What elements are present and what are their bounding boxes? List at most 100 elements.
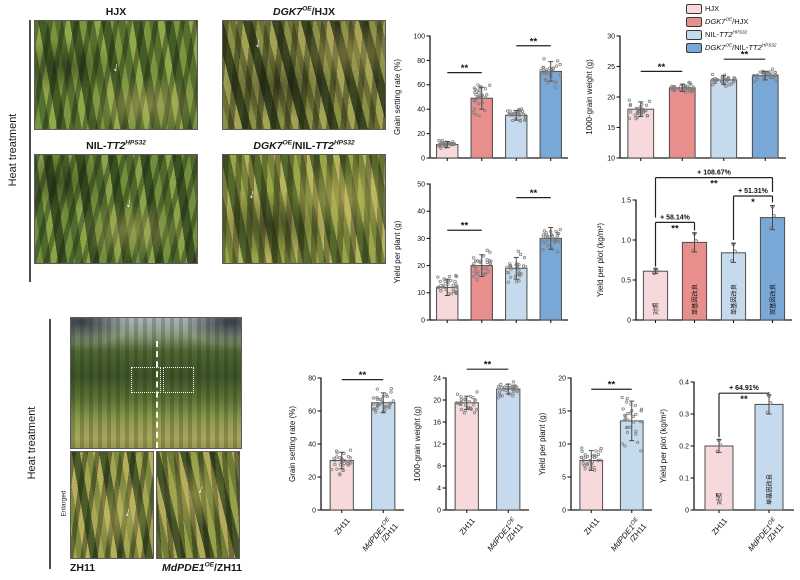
legend-item-1: DGK7OE/HJX: [686, 15, 800, 28]
arrow-down-icon: ↓: [254, 34, 263, 51]
svg-text:20: 20: [607, 94, 615, 101]
arrow-down-icon: ↓: [111, 58, 121, 75]
svg-text:20: 20: [308, 474, 316, 481]
svg-text:1000-grain weight (g): 1000-grain weight (g): [413, 406, 422, 482]
svg-text:1000-grain weight (g): 1000-grain weight (g): [585, 59, 594, 135]
svg-text:10: 10: [417, 290, 425, 297]
photo-cell-hjx: HJX ↓: [34, 4, 198, 130]
svg-text:ZH11: ZH11: [710, 516, 729, 537]
svg-text:+ 108.67%: + 108.67%: [697, 170, 731, 177]
svg-text:1.0: 1.0: [621, 237, 631, 244]
svg-text:*: *: [751, 197, 755, 208]
svg-text:0: 0: [562, 507, 566, 514]
svg-text:0.2: 0.2: [679, 443, 689, 450]
svg-text:**: **: [530, 188, 538, 199]
svg-text:双基因改良: 双基因改良: [769, 284, 777, 315]
svg-text:0: 0: [685, 507, 689, 514]
panel-heat-treatment-dgk7: Heat treatment HJX ↓ DGK7OE/HJX ↓ NIL-TT…: [0, 0, 392, 300]
legend-label: NIL-TT2HPS32: [705, 29, 748, 39]
svg-text:0.1: 0.1: [679, 475, 689, 482]
legend-item-0: HJX: [686, 2, 800, 15]
svg-text:10: 10: [607, 155, 615, 162]
svg-text:15: 15: [558, 408, 566, 415]
grain-setting-rate-heat-svg: 0 20 40 60 80 100 Grain setting rate (%) ** **: [393, 33, 568, 162]
svg-text:30: 30: [607, 33, 615, 40]
svg-text:50: 50: [417, 181, 425, 188]
svg-text:0: 0: [421, 317, 425, 324]
chart-yield-per-plant-zh11: 0 5 10 15 20 Yield per plant (g) ** ZH11 MdPDE1O…: [537, 352, 656, 566]
photo-cell-nil-tt2: NIL-TT2HPS32 ↓: [34, 138, 198, 264]
caption-mdpde1-zh11: MdPDE1OE/ZH11: [161, 561, 242, 574]
svg-text:Grain setting rate (%): Grain setting rate (%): [288, 406, 297, 482]
field-plot-photo: [70, 317, 242, 449]
svg-text:8: 8: [437, 463, 441, 470]
plot-divider-dashed-line: [156, 341, 158, 448]
svg-text:Yield per plot (kg/m²): Yield per plot (kg/m²): [596, 223, 605, 297]
panel-heat-treatment-mdpde1: Heat treatment ↓ ↓ ZH11 MdPDE1OE/ZH11 En: [18, 313, 280, 579]
svg-text:**: **: [658, 62, 666, 73]
svg-text:Yield per plant (g): Yield per plant (g): [393, 220, 402, 283]
svg-text:40: 40: [417, 107, 425, 114]
yield-per-plot-heat-svg: 0 0.5 1.0 1.5 Yield per plot (kg/m²) 对照 单基因改良 单…: [596, 170, 792, 324]
photo-label-nil-tt2: NIL-TT2HPS32: [86, 139, 146, 152]
svg-text:0: 0: [437, 507, 441, 514]
field-photo-hjx: ↓: [34, 20, 198, 130]
svg-text:16: 16: [433, 419, 441, 426]
svg-text:ZH11: ZH11: [458, 516, 477, 537]
enlarged-photo-row: ↓ ↓: [70, 451, 242, 559]
svg-text:**: **: [608, 380, 616, 391]
side-label-heat-treatment: Heat treatment: [7, 113, 19, 187]
svg-text:单基因改良: 单基因改良: [765, 474, 773, 505]
svg-text:100: 100: [413, 33, 425, 40]
svg-text:Grain setting rate (%): Grain setting rate (%): [393, 59, 402, 135]
svg-text:5: 5: [562, 474, 566, 481]
legend-item-2: NIL-TT2HPS32: [686, 28, 800, 41]
svg-text:80: 80: [417, 58, 425, 65]
svg-text:+ 58.14%: + 58.14%: [660, 214, 691, 221]
svg-text:80: 80: [308, 375, 316, 382]
svg-text:0: 0: [627, 317, 631, 324]
chart-grain-setting-rate-zh11: 0 20 40 60 80 Grain setting rate (%) ** ZH11 MdP…: [287, 352, 408, 566]
photo-grid: HJX ↓ DGK7OE/HJX ↓ NIL-TT2HPS32 ↓ DGK7OE…: [34, 4, 386, 264]
panel-bracket-line: [49, 319, 51, 569]
legend-swatch: [686, 42, 702, 53]
svg-text:25: 25: [607, 64, 615, 71]
field-photo-nil-tt2: ↓: [34, 154, 198, 264]
arrow-down-icon: ↓: [122, 503, 134, 520]
svg-text:MdPDE1OE/ZH11: MdPDE1OE/ZH11: [609, 516, 649, 559]
svg-text:60: 60: [417, 82, 425, 89]
svg-text:**: **: [461, 63, 469, 74]
svg-text:+ 64.91%: + 64.91%: [729, 385, 760, 392]
svg-text:20: 20: [433, 397, 441, 404]
svg-text:0.3: 0.3: [679, 411, 689, 418]
arrow-down-icon: ↓: [247, 185, 258, 202]
svg-text:20: 20: [417, 131, 425, 138]
svg-text:0.4: 0.4: [679, 379, 689, 386]
field-photo-dgk7-nil-tt2: ↓: [222, 154, 386, 264]
svg-text:1.5: 1.5: [621, 197, 631, 204]
svg-text:20: 20: [558, 375, 566, 382]
thousand-grain-weight-zh11-svg: 0 4 8 12 16 20 24 1000-grain weight (g) ** ZH11 Md…: [413, 360, 529, 559]
svg-text:60: 60: [308, 408, 316, 415]
svg-text:单基因改良: 单基因改良: [691, 284, 699, 315]
svg-text:MdPDE1OE/ZH11: MdPDE1OE/ZH11: [486, 516, 526, 559]
svg-text:对照: 对照: [652, 303, 660, 315]
svg-text:40: 40: [417, 209, 425, 216]
svg-text:+ 51.31%: + 51.31%: [738, 188, 769, 195]
chart-yield-per-plant-heat: 0 10 20 30 40 50 Yield per plant (g) ** **: [390, 170, 576, 332]
chart-grain-setting-rate-heat: 0 20 40 60 80 100 Grain setting rate (%) ** **: [390, 20, 576, 170]
svg-text:MdPDE1OE/ZH11: MdPDE1OE/ZH11: [746, 516, 786, 559]
svg-text:ZH11: ZH11: [333, 516, 352, 537]
photo-label-dgk7-hjx: DGK7OE/HJX: [273, 5, 335, 18]
svg-text:MdPDE1OE/ZH11: MdPDE1OE/ZH11: [361, 516, 401, 559]
chart-thousand-grain-weight-heat: 10 15 20 25 30 1000-grain weight (g) ** **: [584, 20, 796, 170]
thousand-grain-weight-heat-svg: 10 15 20 25 30 1000-grain weight (g) ** **: [585, 33, 786, 162]
enlarged-photo-zh11: ↓: [70, 451, 154, 559]
photo-captions: ZH11 MdPDE1OE/ZH11: [70, 559, 242, 577]
photo-stack: ↓ ↓ ZH11 MdPDE1OE/ZH11: [70, 317, 242, 577]
svg-text:**: **: [740, 394, 748, 405]
svg-text:10: 10: [558, 441, 566, 448]
yield-per-plot-zh11-svg: 0 0.1 0.2 0.3 0.4 Yield per plot (kg/m²) 对照 单基因…: [659, 379, 794, 559]
chart-thousand-grain-weight-zh11: 0 4 8 12 16 20 24 1000-grain weight (g) ** ZH11 Md…: [412, 352, 533, 566]
